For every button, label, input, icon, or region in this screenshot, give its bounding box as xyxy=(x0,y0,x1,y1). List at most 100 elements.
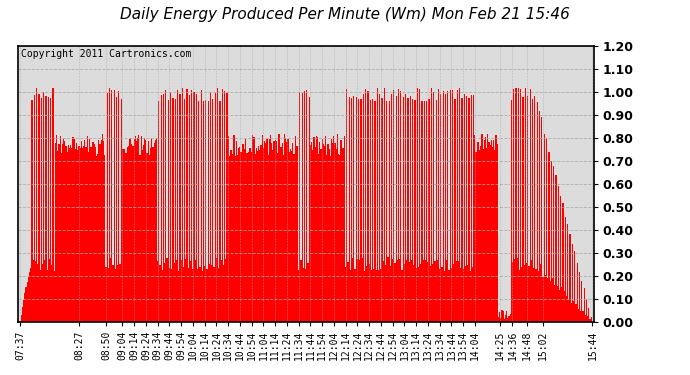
Bar xyxy=(424,100,425,322)
Bar xyxy=(50,98,51,322)
Text: Copyright 2011 Cartronics.com: Copyright 2011 Cartronics.com xyxy=(21,49,191,59)
Bar xyxy=(591,317,592,322)
Bar xyxy=(186,89,188,322)
Bar xyxy=(565,217,566,322)
Bar xyxy=(302,93,303,322)
Bar xyxy=(89,140,90,322)
Bar xyxy=(203,101,204,322)
Bar xyxy=(400,92,402,322)
Bar xyxy=(111,90,112,322)
Bar xyxy=(487,134,489,322)
Bar xyxy=(141,150,143,322)
Bar xyxy=(159,266,161,322)
Bar xyxy=(156,138,157,322)
Bar xyxy=(413,264,415,322)
Bar xyxy=(426,101,427,322)
Bar xyxy=(497,316,499,322)
Bar xyxy=(560,196,561,322)
Bar xyxy=(366,266,367,322)
Bar xyxy=(75,149,76,322)
Bar xyxy=(110,258,111,322)
Bar xyxy=(399,259,400,322)
Bar xyxy=(262,135,263,322)
Bar xyxy=(236,141,237,322)
Bar xyxy=(380,270,382,322)
Bar xyxy=(335,148,337,322)
Bar xyxy=(136,141,137,322)
Bar xyxy=(271,142,273,322)
Bar xyxy=(558,186,559,322)
Bar xyxy=(564,291,565,322)
Bar xyxy=(308,98,310,322)
Bar xyxy=(387,257,388,322)
Bar xyxy=(91,147,92,322)
Bar xyxy=(129,139,130,322)
Bar xyxy=(371,270,372,322)
Bar xyxy=(464,94,465,322)
Bar xyxy=(534,96,535,322)
Bar xyxy=(264,141,265,322)
Bar xyxy=(451,268,452,322)
Bar xyxy=(351,98,352,322)
Bar xyxy=(273,141,275,322)
Bar xyxy=(135,136,136,322)
Bar xyxy=(215,93,216,322)
Bar xyxy=(372,99,373,322)
Bar xyxy=(258,146,259,322)
Bar xyxy=(43,92,44,322)
Bar xyxy=(221,88,223,322)
Bar xyxy=(51,265,52,322)
Bar xyxy=(542,277,544,322)
Bar xyxy=(255,154,256,322)
Bar xyxy=(479,150,480,322)
Bar xyxy=(276,141,277,322)
Bar xyxy=(333,136,335,322)
Bar xyxy=(102,135,103,322)
Bar xyxy=(553,166,554,322)
Bar xyxy=(188,268,189,322)
Bar xyxy=(520,89,522,322)
Bar xyxy=(310,145,311,322)
Bar xyxy=(213,267,215,322)
Bar xyxy=(21,315,22,322)
Bar xyxy=(173,263,175,322)
Bar xyxy=(217,88,218,322)
Bar xyxy=(62,144,63,322)
Bar xyxy=(493,140,494,322)
Bar xyxy=(231,150,233,322)
Bar xyxy=(466,96,467,322)
Bar xyxy=(589,320,591,322)
Bar xyxy=(353,96,355,322)
Bar xyxy=(582,311,584,322)
Bar xyxy=(208,101,209,322)
Bar xyxy=(86,136,88,322)
Bar xyxy=(320,149,322,322)
Bar xyxy=(428,99,430,322)
Bar xyxy=(527,96,529,322)
Bar xyxy=(109,88,110,322)
Bar xyxy=(253,137,255,322)
Bar xyxy=(408,262,410,322)
Bar xyxy=(71,148,72,322)
Bar xyxy=(275,140,276,322)
Bar xyxy=(138,135,139,322)
Bar xyxy=(284,134,285,322)
Bar xyxy=(82,148,83,322)
Bar xyxy=(270,135,271,322)
Bar xyxy=(343,148,344,322)
Bar xyxy=(373,269,375,322)
Bar xyxy=(431,88,432,322)
Bar xyxy=(209,264,210,322)
Bar xyxy=(552,278,553,322)
Bar xyxy=(119,264,121,322)
Bar xyxy=(375,270,377,322)
Bar xyxy=(279,135,280,322)
Bar xyxy=(282,143,283,322)
Bar xyxy=(544,134,545,322)
Bar xyxy=(391,94,392,322)
Bar xyxy=(425,260,426,322)
Bar xyxy=(430,266,431,322)
Bar xyxy=(537,102,538,322)
Bar xyxy=(112,265,114,322)
Bar xyxy=(164,263,166,322)
